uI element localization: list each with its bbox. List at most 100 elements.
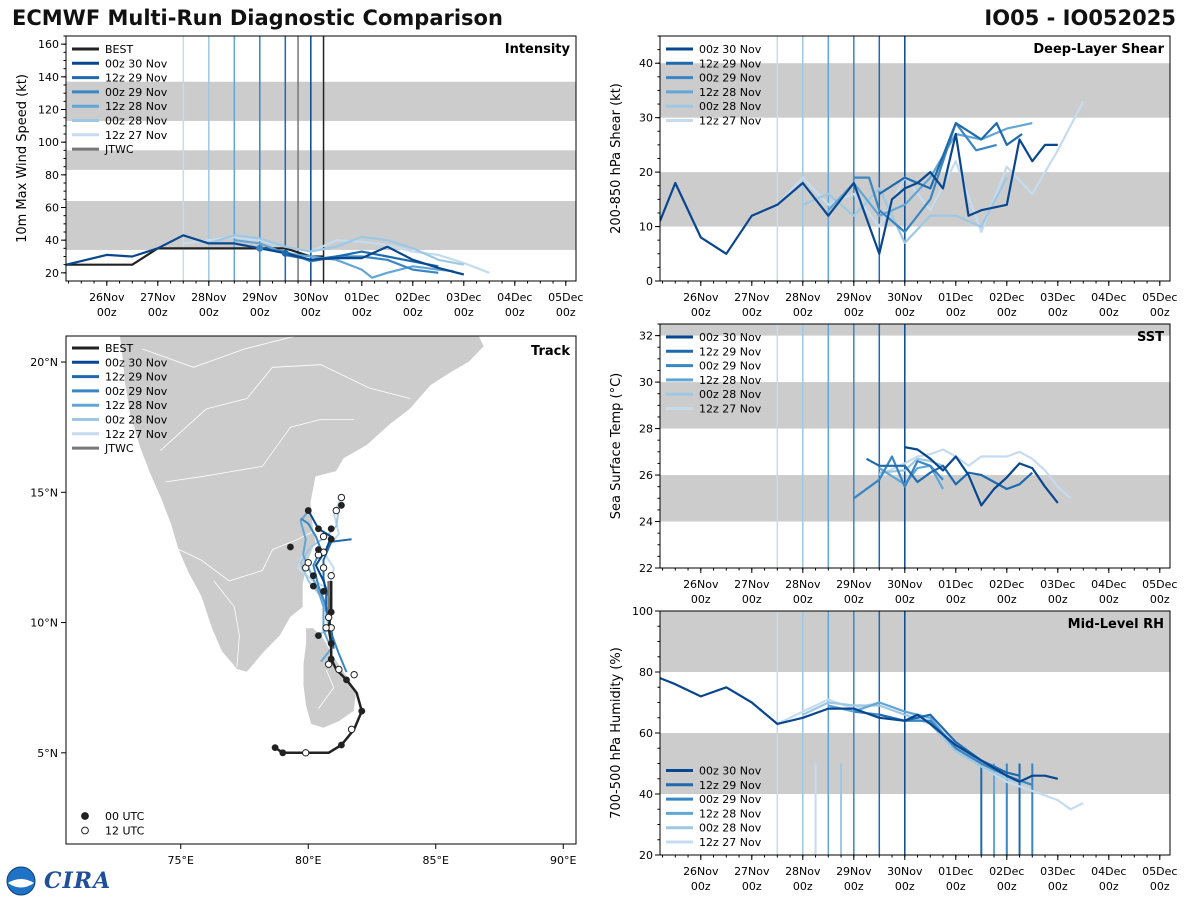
marker-legend-swatch [81,826,89,835]
track-marker-12utc [319,564,328,572]
sst-xtick-day: 03Dec [1040,578,1075,591]
forecast-track-line [299,507,333,663]
rh-legend-label: 12z 28 Nov [699,807,762,820]
track-marker-00utc [315,546,322,554]
track-frame [65,335,577,845]
intensity-ytick-label: 120 [38,104,59,117]
sst-xtick-hour: 00z [1150,593,1170,606]
marker-legend-label: 00 UTC [105,810,145,823]
sst-band [660,475,1170,522]
intensity-series-line [208,234,465,266]
intensity-series-line [183,235,490,274]
sst-legend-label: 12z 28 Nov [699,374,762,387]
rh-xtick-hour: 00z [691,880,711,893]
sst-xtick-hour: 00z [1048,593,1068,606]
intensity-series-line [66,234,465,276]
india-landmass [66,336,485,673]
rh-ytick-label: 100 [632,605,653,618]
shear-ylabel: 200-850 hPa Shear (kt) [609,83,624,234]
track-marker-00utc [358,707,366,715]
sst-series-line [853,455,944,500]
shear-xtick-hour: 00z [997,306,1017,319]
intensity-point [256,244,264,252]
rh-xtick-day: 30Nov [887,865,923,878]
sst-xtick-day: 05Dec [1142,578,1177,591]
shear-xtick-hour: 00z [1099,306,1119,319]
rh-legend-label: 00z 30 Nov [699,765,762,778]
intensity-legend-label: BEST [105,43,133,56]
track-legend-label: 00z 30 Nov [105,356,168,369]
sst-xtick-hour: 00z [793,593,813,606]
rh-xtick-hour: 00z [1099,880,1119,893]
track-marker-00utc [287,543,294,551]
rh-xtick-day: 04Dec [1091,865,1126,878]
intensity-band [66,150,576,170]
track-marker-00utc [309,582,317,590]
rh-legend-label: 12z 29 Nov [699,779,762,792]
shear-ytick-label: 0 [646,275,653,288]
intensity-legend-label: JTWC [104,143,134,156]
track-marker-12utc [327,571,335,580]
shear-xtick-day: 03Dec [1040,291,1075,304]
sst-ylabel: Sea Surface Temp (°C) [609,373,624,520]
rh-plot-area [660,611,1170,855]
intensity-ytick-label: 140 [38,71,59,84]
sst-series-line [865,457,1034,491]
intensity-ytick-label: 80 [45,169,59,182]
track-xtick-label: 85°E [423,854,449,867]
intensity-xtick-day: 03Dec [446,291,481,304]
shear-xtick-hour: 00z [793,306,813,319]
intensity-xtick-hour: 00z [199,306,219,319]
sst-ytick-label: 22 [639,562,653,575]
rh-xtick-hour: 00z [895,880,915,893]
intensity-xtick-hour: 00z [454,306,474,319]
sst-plot-area [660,324,1170,568]
track-marker-12utc [347,725,356,734]
intensity-xtick-hour: 00z [352,306,372,319]
admin-boundary [160,364,411,451]
track-marker-00utc [304,507,312,514]
shear-xtick-hour: 00z [742,306,762,319]
track-legend-label: 00z 28 Nov [105,414,168,427]
track-xtick-label: 90°E [550,854,576,867]
sst-ytick-label: 30 [639,376,653,389]
track-panel-title: Track [531,344,570,359]
panel-sst: 22 24 26 28 30 32 26Nov 00z 27Nov 00z 28Nov 00z 29No… [609,323,1177,606]
shear-band [660,63,1170,118]
rh-xtick-day: 01Dec [938,865,973,878]
track-marker-12utc [304,558,312,567]
rh-xtick-hour: 00z [1150,880,1170,893]
sst-ytick-label: 32 [639,330,653,343]
forecast-track-line [296,497,343,591]
sst-xtick-hour: 00z [844,593,864,606]
rh-xtick-hour: 00z [997,880,1017,893]
track-legend-label: 12z 29 Nov [105,371,168,384]
track-marker-12utc [332,506,340,515]
shear-xtick-day: 28Nov [785,291,821,304]
sst-xtick-hour: 00z [997,593,1017,606]
sst-series-line [904,446,1059,507]
sst-legend-label: 12z 27 Nov [699,403,762,416]
rh-band [660,611,1170,672]
intensity-xtick-day: 05Dec [548,291,583,304]
track-marker-00utc [271,744,279,752]
rh-xtick-hour: 00z [1048,880,1068,893]
rh-ytick-label: 20 [639,849,653,862]
intensity-ytick-label: 60 [45,202,59,215]
cira-logo: CIRA [6,866,111,896]
admin-boundary [167,531,314,582]
track-marker-00utc [309,572,317,580]
sst-xtick-hour: 00z [742,593,762,606]
sst-xtick-day: 29Nov [836,578,872,591]
shear-xtick-day: 01Dec [938,291,973,304]
rh-xtick-day: 02Dec [989,865,1024,878]
shear-ytick-label: 30 [639,112,653,125]
track-marker-00utc [327,608,335,616]
rh-xtick-day: 29Nov [836,865,872,878]
shear-legend-label: 00z 30 Nov [699,43,762,56]
sst-xtick-day: 30Nov [887,578,923,591]
sst-xtick-day: 27Nov [734,578,770,591]
sst-xtick-day: 01Dec [938,578,973,591]
